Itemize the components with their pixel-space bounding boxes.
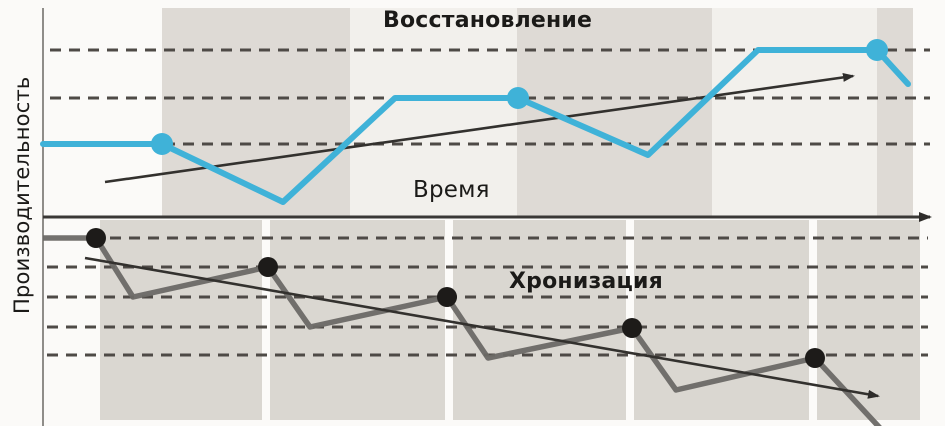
recovery-point <box>507 87 529 109</box>
recovery-point <box>151 133 173 155</box>
background-band-gray <box>162 8 350 217</box>
chronicization-trend-arrow <box>84 256 880 399</box>
chronicization-point <box>805 348 825 368</box>
recovery-trend-arrow <box>104 72 855 184</box>
background-stripe-white <box>809 220 817 420</box>
recovery-title: Восстановление <box>383 8 593 33</box>
chronicization-point <box>622 318 642 338</box>
bottom-background <box>100 220 920 420</box>
background-band-light <box>712 8 877 217</box>
background-stripe-white <box>262 220 270 420</box>
y-axis-label: Производительность <box>10 76 34 314</box>
chronicization-point <box>86 228 106 248</box>
chronicization-point <box>437 287 457 307</box>
background-stripe-white <box>445 220 453 420</box>
background-band-gray <box>877 8 913 217</box>
chronicization-point <box>258 257 278 277</box>
x-axis-label: Время <box>413 177 490 203</box>
recovery-point <box>866 39 888 61</box>
chronicization-title: Хронизация <box>509 269 663 294</box>
